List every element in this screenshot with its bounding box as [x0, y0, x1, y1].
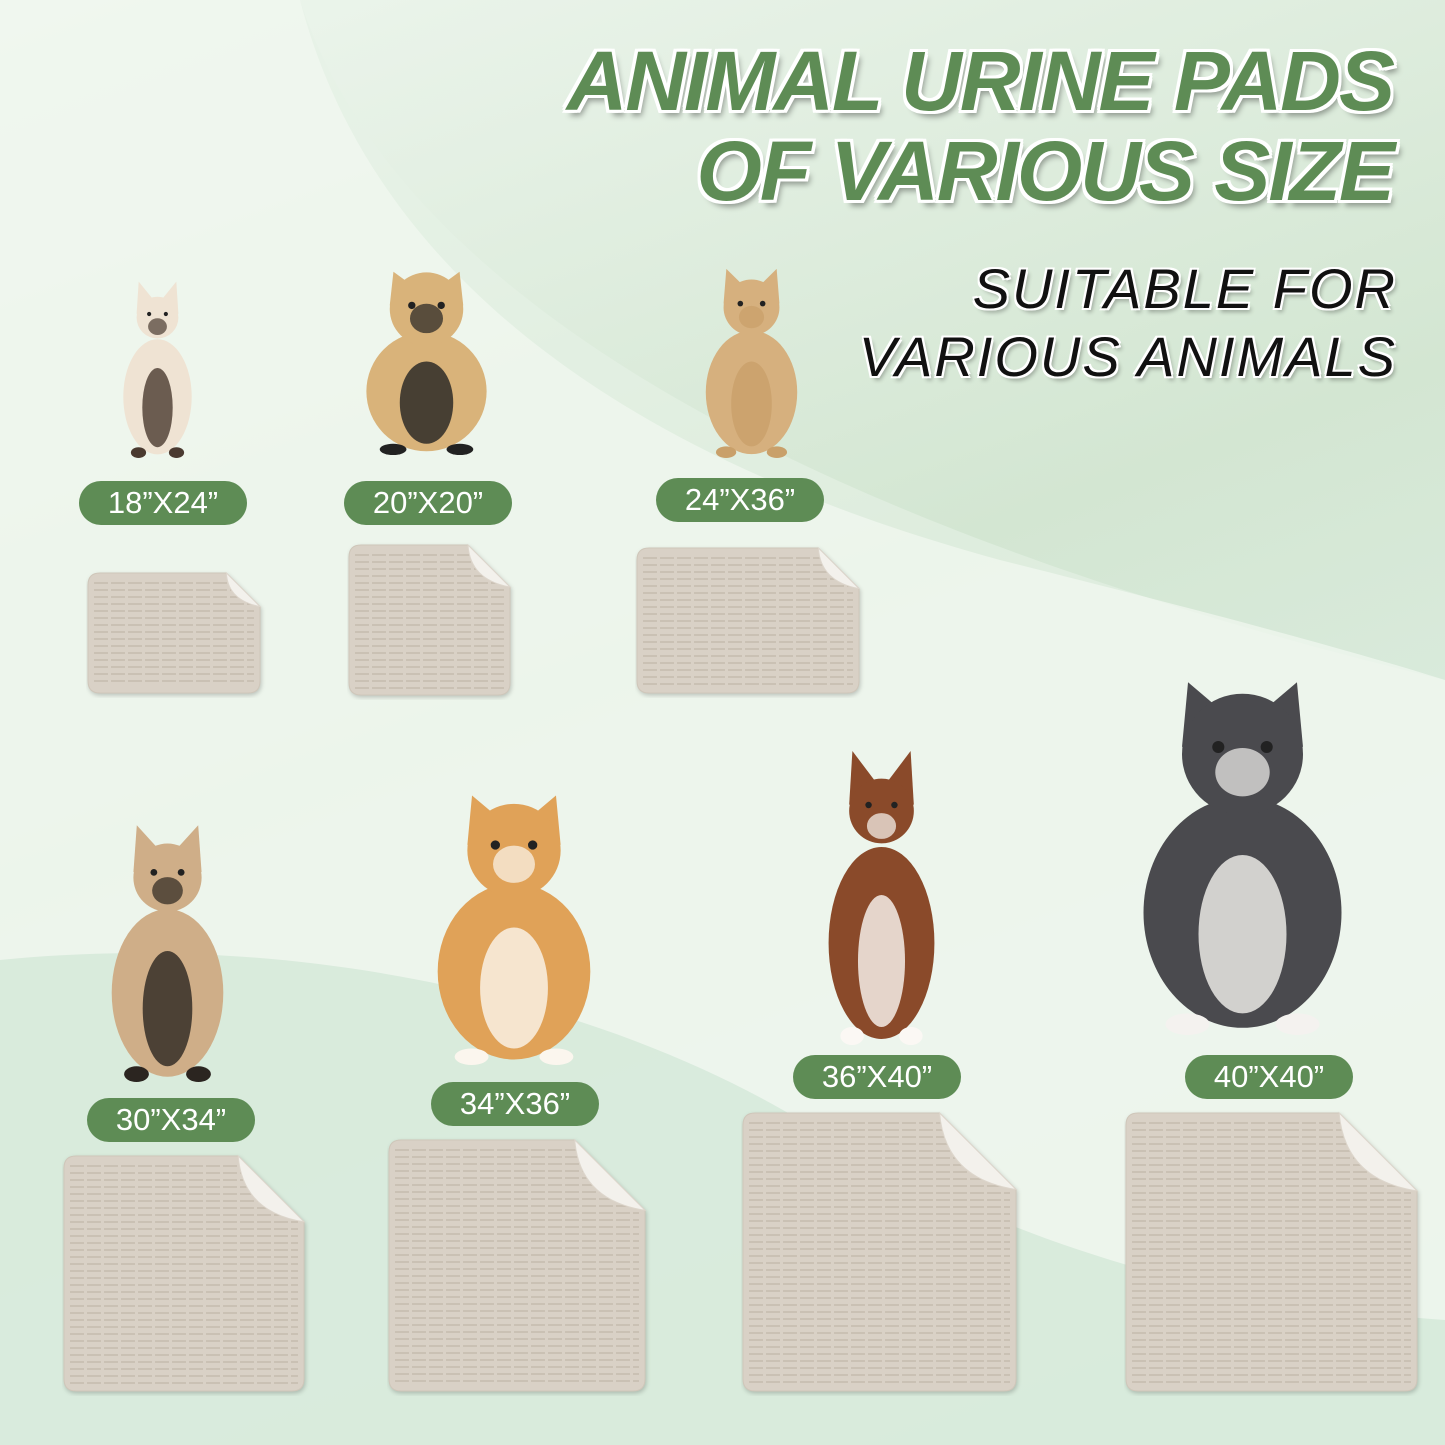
size-label: 24”X36”: [656, 478, 824, 522]
headline-line-1: ANIMAL URINE PADS: [566, 34, 1395, 128]
urine-pad: [1125, 1111, 1419, 1392]
urine-pad: [87, 571, 262, 694]
corgi-photo: [437, 795, 591, 1065]
tan-dog-photo: [705, 268, 798, 458]
pug-photo: [111, 825, 224, 1082]
size-label: 34”X36”: [431, 1082, 599, 1126]
subheadline-line-2: VARIOUS ANIMALS: [858, 325, 1397, 388]
husky-photo: [1143, 682, 1342, 1035]
size-label: 30”X34”: [87, 1098, 255, 1142]
siamese-cat-photo: [123, 281, 192, 458]
urine-pad: [742, 1111, 1018, 1392]
urine-pad: [348, 543, 512, 696]
urine-pad: [63, 1154, 306, 1392]
size-label: 36”X40”: [793, 1055, 961, 1099]
urine-pad: [636, 546, 861, 694]
urine-pad: [388, 1138, 647, 1392]
size-label: 20”X20”: [344, 481, 512, 525]
size-label: 18”X24”: [79, 481, 247, 525]
australian-shepherd-photo: [828, 751, 935, 1045]
cat-and-puppy-photo: [366, 271, 487, 455]
subheadline-line-1: SUITABLE FOR: [972, 257, 1397, 320]
headline-line-2: OF VARIOUS SIZE: [696, 124, 1395, 218]
size-label: 40”X40”: [1185, 1055, 1353, 1099]
